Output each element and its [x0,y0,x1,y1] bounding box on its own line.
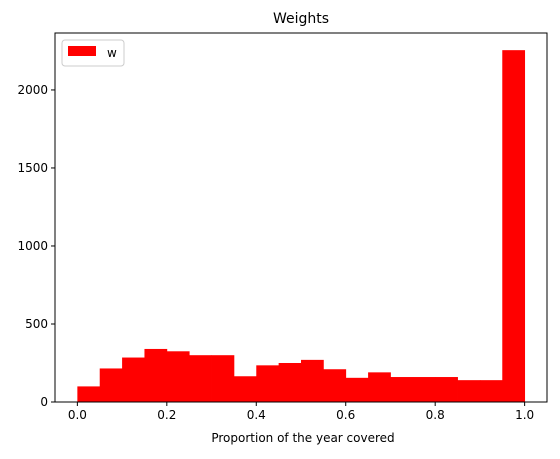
histogram-bar [211,355,235,402]
x-tick-label: 0.2 [157,408,176,422]
x-tick-label: 0.0 [68,408,87,422]
histogram-bar [189,355,212,402]
x-tick-label: 1.0 [515,408,534,422]
legend: w [61,39,125,67]
x-tick-label: 0.8 [426,408,445,422]
histogram-bar [278,362,302,402]
legend-label: w [107,46,117,60]
histogram-bar [412,377,436,402]
x-axis-label: Proportion of the year covered [211,431,394,445]
histogram-bar [390,377,414,402]
histogram-bar [233,376,257,402]
histogram-bar [457,380,481,402]
histogram-bar [345,377,369,402]
y-tick-label: 500 [25,317,48,331]
y-tick-label: 1500 [17,161,48,175]
histogram-bar [77,386,101,402]
histogram-bar [435,377,458,402]
histogram-bar [166,351,190,402]
y-tick-label: 1000 [17,239,48,253]
bars-group [77,50,526,403]
y-tick-label: 2000 [17,83,48,97]
legend-swatch [68,46,96,56]
x-tick-label: 0.4 [247,408,266,422]
x-axis-ticks: 0.0 0.2 0.4 0.6 0.8 1.0 [68,402,534,422]
chart-title: Weights [273,11,329,27]
histogram-bar [122,357,145,402]
histogram-bar [301,359,324,402]
histogram-bar [99,368,123,402]
histogram-bar [323,369,347,402]
y-tick-label: 0 [40,395,48,409]
x-tick-label: 0.6 [336,408,355,422]
histogram-bar [368,372,391,402]
histogram-bar [144,348,168,402]
y-axis-ticks: 0 500 1000 1500 2000 [17,83,55,409]
histogram-bar [256,365,280,402]
histogram-bar [502,50,526,403]
histogram-bar [479,380,503,402]
plot-area-frame [54,32,548,403]
